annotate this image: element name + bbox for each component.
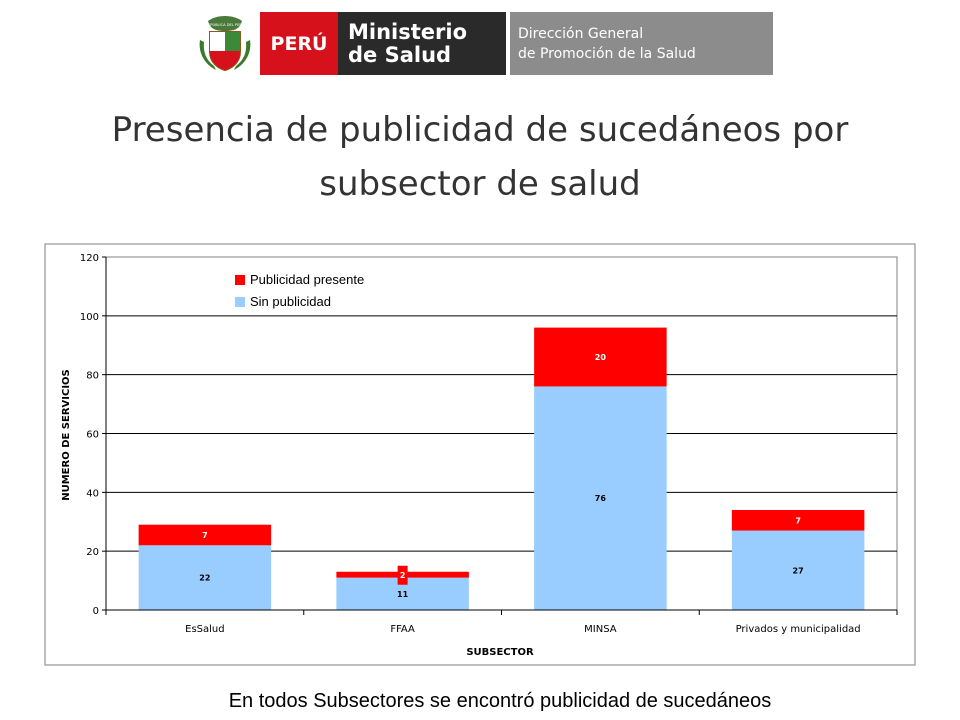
ministry-logo: Ministerio de Salud xyxy=(338,12,506,75)
legend-swatch xyxy=(235,275,245,285)
x-axis-label: SUBSECTOR xyxy=(466,647,534,658)
x-tick-label: FFAA xyxy=(390,624,415,635)
ministry-line2: de Salud xyxy=(348,42,452,67)
y-tick-label: 0 xyxy=(93,606,99,617)
y-tick-label: 120 xyxy=(80,253,99,264)
seal-caption: REPÚBLICA DEL PERÚ xyxy=(206,22,245,27)
legend: Publicidad presente Sin publicidad xyxy=(235,272,364,309)
data-label: 7 xyxy=(795,516,801,525)
bars: 22 7 11 2 76 20 27 7 xyxy=(138,327,865,610)
country-logo: PERÚ xyxy=(260,12,338,75)
x-tick-label: MINSA xyxy=(584,624,617,635)
y-tick-label: 40 xyxy=(86,488,99,499)
legend-label: Publicidad presente xyxy=(250,272,364,287)
direction-line1: Dirección General xyxy=(518,25,644,42)
x-tick-label: EsSalud xyxy=(185,624,224,635)
bar-publicidad-presente xyxy=(138,524,272,546)
x-tick-label: Privados y municipalidad xyxy=(736,624,861,635)
axes: 0 20 40 60 80 100 120 EsSalud FFAA MINSA Privados … xyxy=(80,253,898,635)
bar-publicidad-presente xyxy=(731,509,865,531)
page-title-line2: subsector de salud xyxy=(319,164,641,204)
data-label: 22 xyxy=(199,574,210,583)
country-name: PERÚ xyxy=(270,32,328,55)
y-tick-label: 20 xyxy=(86,547,99,558)
ministry-line1: Ministerio xyxy=(348,19,468,44)
data-label: 27 xyxy=(793,566,804,575)
footer-note: En todos Subsectores se encontró publici… xyxy=(228,690,772,712)
bar-sin-publicidad xyxy=(138,545,272,610)
data-label: 7 xyxy=(202,531,208,540)
legend-swatch xyxy=(235,297,245,307)
bar-publicidad-presente xyxy=(534,327,667,387)
data-label: 11 xyxy=(397,590,409,599)
y-tick-label: 80 xyxy=(86,371,99,382)
legend-label: Sin publicidad xyxy=(250,294,331,309)
page-title-line1: Presencia de publicidad de sucedáneos po… xyxy=(111,110,849,150)
data-label: 2 xyxy=(400,571,406,580)
direction-logo: Dirección General de Promoción de la Sal… xyxy=(510,12,773,75)
page-title: Presencia de publicidad de sucedáneos po… xyxy=(80,103,880,211)
coat-of-arms-icon: REPÚBLICA DEL PERÚ xyxy=(199,16,251,72)
y-tick-label: 100 xyxy=(80,312,99,323)
data-label: 20 xyxy=(595,353,607,362)
direction-line2: de Promoción de la Salud xyxy=(518,45,696,62)
bar-sin-publicidad xyxy=(731,530,865,610)
data-label-box xyxy=(397,565,408,585)
data-label: 76 xyxy=(595,494,607,503)
y-tick-label: 60 xyxy=(86,430,99,441)
y-axis-label: NUMERO DE SERVICIOS xyxy=(61,369,72,501)
bar-sin-publicidad xyxy=(534,386,667,610)
